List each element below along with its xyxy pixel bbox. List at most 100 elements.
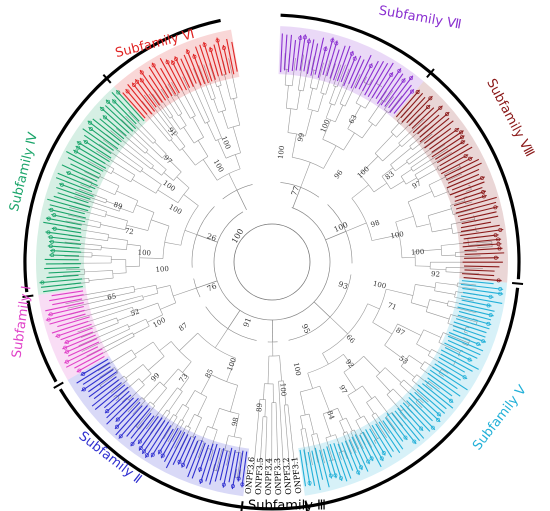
support-value: 99	[150, 371, 162, 383]
terminal-branch	[203, 64, 216, 99]
branch	[238, 438, 242, 453]
branch	[88, 277, 114, 281]
clade-stem	[292, 187, 301, 208]
gene-leaf	[171, 59, 187, 91]
branch	[233, 413, 240, 437]
branch	[347, 395, 361, 419]
terminal-branch	[373, 440, 377, 444]
branch-arc	[292, 156, 324, 169]
gene-leaf	[114, 401, 141, 430]
gene-leaf-marker	[356, 470, 361, 475]
branch	[135, 204, 155, 213]
gene-leaf	[174, 56, 191, 88]
support-value: 96	[333, 168, 345, 180]
branch-arc	[343, 355, 364, 373]
terminal-branch	[457, 282, 477, 286]
branch-arc	[207, 426, 218, 431]
gene-leaf-marker	[106, 99, 111, 104]
subfamily-boundary-arc	[58, 287, 520, 511]
branch	[201, 426, 208, 442]
branch	[307, 373, 313, 389]
gene-leaf	[367, 62, 389, 98]
support-value: 66	[345, 333, 357, 345]
gene-leaf	[303, 449, 311, 487]
terminal-branch	[234, 468, 237, 478]
gene-leaf	[463, 238, 502, 244]
support-value: 100	[278, 383, 287, 397]
terminal-branch	[87, 160, 112, 174]
terminal-branch	[141, 101, 173, 139]
gene-leaf	[44, 266, 80, 270]
terminal-branch	[438, 373, 444, 377]
terminal-branch	[463, 196, 468, 198]
terminal-branch	[384, 96, 395, 110]
branch-arc	[177, 187, 190, 203]
subfamily-divider-tick	[304, 500, 309, 511]
gene-leaf-marker	[52, 213, 57, 218]
branch	[355, 420, 363, 434]
gene-leaf	[219, 450, 228, 481]
branch	[345, 222, 367, 232]
branch	[375, 111, 388, 127]
gene-leaf	[380, 73, 404, 106]
gene-leaf-marker	[307, 481, 312, 485]
gene-leaf-marker	[115, 424, 120, 429]
gene-leaf	[226, 38, 235, 75]
gene-leaf	[446, 173, 480, 189]
gene-leaf-marker	[476, 342, 481, 346]
gene-leaf-marker	[66, 171, 71, 176]
support-value: 52	[130, 307, 141, 318]
gene-leaf-marker	[46, 317, 51, 322]
gene-leaf	[284, 34, 288, 71]
gene-leaf-marker	[177, 459, 182, 464]
terminal-branch	[454, 296, 474, 302]
branch-arc	[170, 341, 192, 362]
branch	[382, 144, 401, 162]
terminal-branch	[78, 324, 128, 346]
gene-leaf	[103, 386, 129, 409]
terminal-branch	[84, 171, 99, 179]
gene-leaf-marker	[328, 473, 333, 478]
branch	[372, 322, 393, 335]
terminal-branch	[139, 422, 145, 430]
support-value: 97	[411, 179, 423, 190]
support-value: 83	[384, 170, 396, 182]
branch-arc	[355, 415, 365, 421]
branch-arc	[145, 319, 150, 327]
gene-leaf	[333, 45, 346, 81]
branch-arc	[298, 89, 304, 92]
gene-leaf	[93, 379, 120, 400]
leaf-band-viii	[392, 81, 508, 283]
terminal-branch	[363, 432, 373, 448]
gene-leaf-marker	[151, 63, 156, 68]
gene-leaf	[287, 34, 293, 73]
branch	[322, 119, 331, 140]
terminal-branch	[65, 294, 110, 305]
gene-leaf	[45, 231, 82, 238]
gene-leaf	[464, 252, 505, 255]
subfamily-iii-leaf-label: ONPF3.6	[244, 457, 257, 495]
branch	[128, 318, 146, 328]
terminal-branch	[127, 397, 143, 413]
terminal-branch	[338, 452, 342, 460]
gene-leaf	[463, 277, 502, 282]
terminal-branch	[154, 89, 173, 117]
gene-leaf	[336, 45, 351, 82]
branch	[373, 182, 388, 193]
gene-leaf	[91, 382, 122, 407]
terminal-branch	[165, 86, 183, 114]
gene-leaf	[130, 412, 152, 439]
gene-leaf	[326, 40, 338, 77]
branch	[376, 376, 391, 392]
gene-leaf	[102, 115, 127, 137]
gene-leaf-marker	[198, 467, 203, 472]
gene-leaf-marker	[498, 227, 503, 232]
terminal-branch	[96, 150, 135, 176]
gene-leaf	[180, 58, 194, 87]
gene-leaf-marker	[480, 176, 484, 180]
branch	[390, 122, 400, 133]
branch	[390, 147, 412, 165]
support-value: 92	[431, 270, 441, 279]
terminal-branch	[80, 184, 90, 189]
terminal-branch	[396, 114, 420, 138]
